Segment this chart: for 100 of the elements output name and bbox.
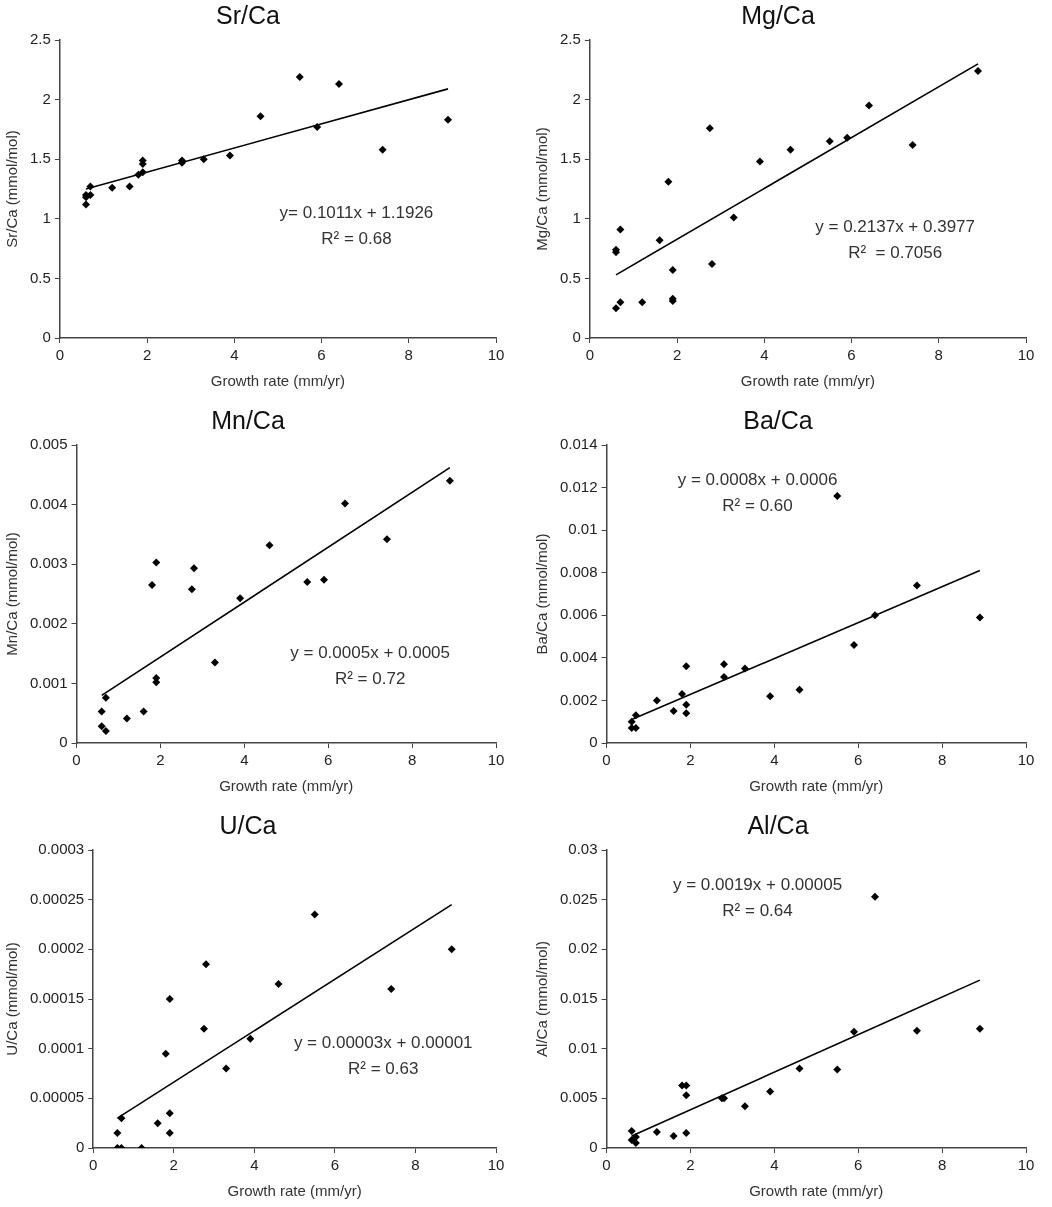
annotation: R² = 0.63 xyxy=(348,1059,419,1079)
point xyxy=(82,200,91,209)
point xyxy=(189,564,198,573)
y-tick-label: 0.00005 xyxy=(29,1088,85,1106)
y-axis-title: Sr/Ca (mmol/mol) xyxy=(3,130,21,248)
point xyxy=(669,707,678,716)
annotation: R² = 0.68 xyxy=(321,228,392,248)
point xyxy=(165,995,174,1003)
annotation: y = 0.00003x + 0.00001 xyxy=(293,1033,473,1053)
x-tick-label: 2 xyxy=(672,346,682,364)
point xyxy=(138,168,147,177)
y-tick-label: 0.5 xyxy=(559,268,581,286)
chart-title: Sr/Ca xyxy=(216,0,281,29)
point xyxy=(740,1102,749,1111)
x-tick-label: 0 xyxy=(602,751,611,769)
annotation: y = 0.0005x + 0.0005 xyxy=(290,643,451,663)
point xyxy=(161,1049,170,1058)
point xyxy=(833,492,842,501)
x-tick-label: 8 xyxy=(937,1156,947,1174)
point xyxy=(766,1087,775,1096)
y-tick-label: 2 xyxy=(42,89,51,107)
point xyxy=(134,170,143,179)
point xyxy=(631,1139,640,1148)
x-tick-label: 8 xyxy=(411,1156,420,1174)
point xyxy=(125,182,134,191)
annotation: R² = 0.7056 xyxy=(848,243,943,263)
point xyxy=(117,1114,126,1123)
point xyxy=(139,707,148,716)
y-axis-title: Ba/Ca (mmol/mol) xyxy=(533,533,551,655)
point xyxy=(669,1132,678,1141)
y-tick-label: 1.5 xyxy=(29,149,51,167)
point xyxy=(707,260,716,269)
point xyxy=(705,124,714,133)
point xyxy=(101,727,110,736)
point xyxy=(668,266,677,275)
point xyxy=(246,1034,255,1043)
point xyxy=(631,711,640,720)
chart-title: Ba/Ca xyxy=(743,405,813,434)
point xyxy=(113,1129,122,1138)
point xyxy=(870,611,879,620)
x-tick-label: 6 xyxy=(317,346,326,364)
x-tick-label: 6 xyxy=(847,346,856,364)
point xyxy=(447,945,456,954)
point xyxy=(165,1109,174,1118)
x-tick-label: 2 xyxy=(686,1156,695,1174)
x-axis-title: Growth rate (mm/yr) xyxy=(749,777,884,795)
annotation: R² = 0.64 xyxy=(722,901,793,921)
y-tick-label: 0.001 xyxy=(29,673,68,691)
point xyxy=(912,581,921,590)
point xyxy=(187,585,196,594)
chart-title: U/Ca xyxy=(219,810,277,839)
point xyxy=(387,985,396,994)
y-tick-label: 0.02 xyxy=(568,939,598,957)
chart-title: Mn/Ca xyxy=(211,405,285,434)
x-tick-label: 10 xyxy=(1017,1156,1035,1174)
point xyxy=(795,685,804,694)
y-tick-label: 0.012 xyxy=(559,477,598,495)
y-tick-label: 0.00025 xyxy=(29,889,85,907)
x-tick-label: 6 xyxy=(854,1156,863,1174)
y-axis-title: Al/Ca (mmol/mol) xyxy=(533,941,551,1057)
x-tick-label: 4 xyxy=(770,1156,779,1174)
point xyxy=(908,140,917,149)
y-tick-label: 0.005 xyxy=(29,435,68,453)
point xyxy=(382,535,391,544)
x-tick-label: 2 xyxy=(156,751,165,769)
point xyxy=(97,707,106,716)
y-tick-label: 0.0003 xyxy=(38,840,85,858)
x-tick-label: 4 xyxy=(770,751,779,769)
y-axis-title: Mg/Ca (mmol/mol) xyxy=(533,127,551,251)
y-tick-label: 0 xyxy=(42,328,51,346)
point xyxy=(870,892,879,901)
y-tick-label: 0.003 xyxy=(29,554,68,572)
annotation: R² = 0.60 xyxy=(722,496,793,516)
x-axis-title: Growth rate (mm/yr) xyxy=(210,372,346,390)
x-tick-label: 0 xyxy=(602,1156,611,1174)
y-tick-label: 1.5 xyxy=(559,149,581,167)
point xyxy=(444,115,453,124)
y-tick-label: 0 xyxy=(572,328,581,346)
point xyxy=(682,1129,691,1138)
x-tick-label: 6 xyxy=(330,1156,340,1174)
point xyxy=(199,1024,208,1033)
x-axis-title: Growth rate (mm/yr) xyxy=(219,777,354,795)
point xyxy=(682,700,691,709)
point xyxy=(612,304,621,313)
point xyxy=(786,145,795,154)
point xyxy=(655,236,664,245)
y-tick-label: 2.5 xyxy=(29,30,51,48)
point xyxy=(616,298,625,307)
y-tick-label: 0 xyxy=(75,1138,85,1156)
y-tick-label: 0.015 xyxy=(559,989,598,1007)
point xyxy=(274,980,283,989)
y-tick-label: 0.03 xyxy=(568,840,598,858)
point xyxy=(664,177,673,186)
point xyxy=(833,1065,842,1074)
point xyxy=(974,66,983,75)
point xyxy=(210,658,219,667)
point xyxy=(975,1024,984,1033)
point xyxy=(320,575,329,584)
point xyxy=(334,80,343,89)
point xyxy=(912,1026,921,1035)
